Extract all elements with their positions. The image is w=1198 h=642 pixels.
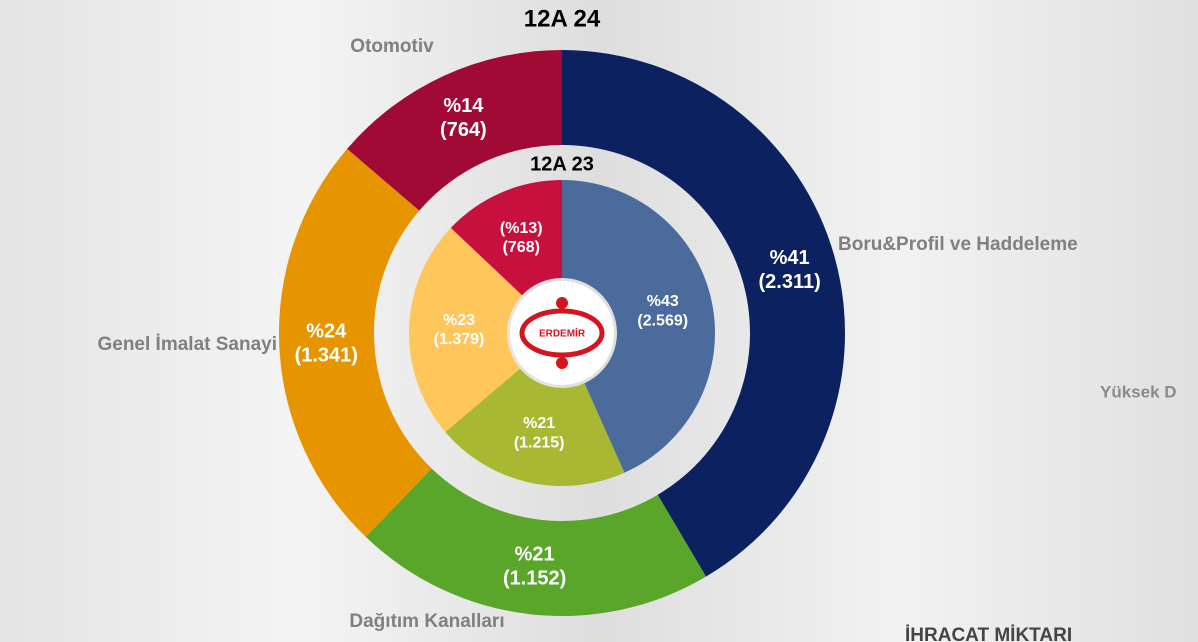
ring-title: 12A 24 — [524, 5, 601, 32]
percent-label: %43 — [647, 293, 679, 310]
donut-slice — [445, 368, 625, 487]
ring-title: 12A 23 — [530, 153, 594, 175]
percent-label: %41 — [770, 247, 810, 269]
value-label: (1.379) — [434, 331, 485, 348]
category-label: Boru&Profil ve Haddeleme — [838, 234, 1078, 255]
value-label: (1.215) — [514, 434, 565, 451]
logo-band — [532, 326, 592, 340]
logo-ring — [519, 308, 605, 358]
donut-slice — [562, 180, 715, 473]
percent-label: %14 — [443, 95, 484, 117]
value-label: (2.311) — [759, 271, 821, 293]
logo-dot — [556, 297, 568, 309]
percent-label: %23 — [443, 312, 475, 329]
value-label: (768) — [503, 239, 540, 256]
category-label: Otomotiv — [350, 36, 434, 57]
donut-slice — [279, 148, 432, 537]
donut-slice — [347, 50, 562, 211]
category-label: Genel İmalat Sanayi — [97, 334, 277, 355]
percent-label: (%13) — [500, 220, 543, 237]
value-label: (764) — [440, 119, 487, 141]
percent-label: %21 — [515, 544, 555, 566]
value-label: (2.569) — [637, 312, 688, 329]
category-label: Dağıtım Kanalları — [349, 611, 504, 632]
percent-label: %24 — [306, 321, 347, 343]
percent-label: %21 — [523, 415, 555, 432]
donut-slice — [450, 180, 562, 296]
annotation: İHRACAT MİKTARI — [905, 625, 1072, 642]
value-label: (1.152) — [503, 568, 566, 590]
logo-text: ERDEMİR — [539, 327, 586, 340]
donut-slice — [365, 468, 706, 616]
value-label: (1.341) — [295, 345, 358, 367]
annotation: Yüksek D — [1100, 382, 1177, 401]
logo-dot — [556, 357, 568, 369]
donut-slice — [562, 50, 845, 577]
donut-slice — [409, 227, 523, 432]
